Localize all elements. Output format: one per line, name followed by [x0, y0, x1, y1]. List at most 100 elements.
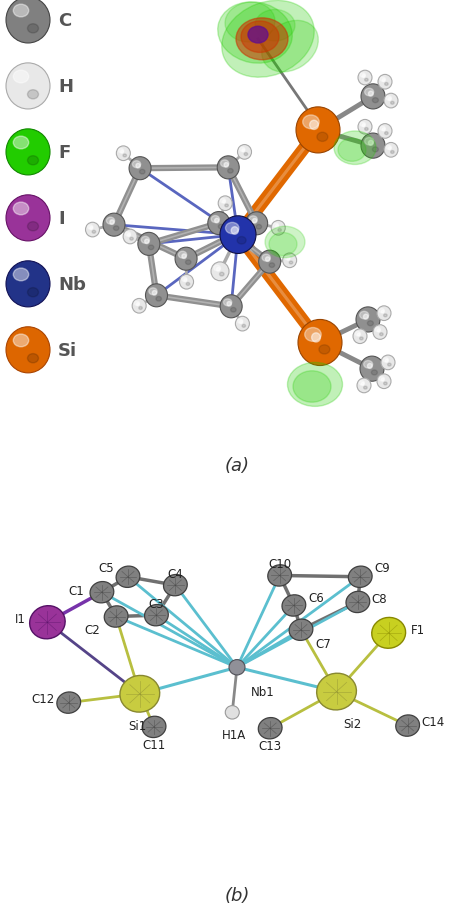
- Ellipse shape: [27, 289, 38, 298]
- Ellipse shape: [303, 116, 319, 130]
- Text: C6: C6: [308, 592, 324, 605]
- Circle shape: [311, 334, 320, 343]
- Ellipse shape: [360, 123, 365, 127]
- Ellipse shape: [293, 371, 331, 403]
- Ellipse shape: [13, 71, 29, 84]
- Circle shape: [110, 221, 114, 225]
- Ellipse shape: [228, 169, 233, 174]
- Ellipse shape: [27, 91, 38, 100]
- Circle shape: [364, 315, 368, 320]
- Circle shape: [388, 98, 391, 101]
- Text: (a): (a): [225, 457, 249, 475]
- Ellipse shape: [360, 312, 369, 320]
- Ellipse shape: [13, 268, 29, 281]
- Circle shape: [384, 143, 398, 158]
- Ellipse shape: [145, 605, 168, 626]
- Ellipse shape: [365, 138, 374, 146]
- Ellipse shape: [334, 131, 376, 165]
- Circle shape: [384, 94, 398, 108]
- Circle shape: [231, 228, 238, 235]
- Circle shape: [121, 151, 124, 153]
- Ellipse shape: [149, 289, 157, 295]
- Circle shape: [6, 130, 50, 176]
- Ellipse shape: [360, 337, 363, 341]
- Text: C14: C14: [422, 716, 445, 729]
- Circle shape: [287, 258, 290, 261]
- Circle shape: [265, 257, 270, 262]
- Circle shape: [240, 322, 243, 324]
- Ellipse shape: [90, 582, 114, 603]
- Ellipse shape: [269, 233, 297, 256]
- Circle shape: [377, 330, 380, 333]
- Circle shape: [362, 75, 365, 78]
- Circle shape: [383, 80, 385, 83]
- Ellipse shape: [141, 237, 149, 244]
- Ellipse shape: [317, 674, 356, 710]
- Ellipse shape: [139, 170, 145, 175]
- Circle shape: [128, 234, 130, 237]
- Ellipse shape: [391, 102, 394, 105]
- Circle shape: [357, 334, 360, 336]
- Ellipse shape: [214, 266, 220, 271]
- Ellipse shape: [268, 565, 292, 586]
- Circle shape: [358, 120, 372, 135]
- Ellipse shape: [92, 231, 96, 234]
- Circle shape: [184, 279, 187, 282]
- Circle shape: [218, 197, 232, 211]
- Ellipse shape: [265, 227, 305, 258]
- Ellipse shape: [278, 229, 282, 233]
- Ellipse shape: [241, 22, 279, 53]
- Circle shape: [275, 225, 278, 229]
- Ellipse shape: [249, 217, 257, 223]
- Circle shape: [242, 150, 245, 153]
- Ellipse shape: [375, 328, 380, 333]
- Ellipse shape: [185, 261, 191, 266]
- Ellipse shape: [134, 301, 139, 306]
- Ellipse shape: [57, 692, 81, 713]
- Ellipse shape: [262, 255, 270, 262]
- Ellipse shape: [365, 89, 374, 96]
- Text: H1A: H1A: [222, 728, 246, 741]
- Ellipse shape: [220, 161, 229, 167]
- Ellipse shape: [242, 325, 246, 328]
- Ellipse shape: [186, 283, 190, 286]
- Text: H: H: [58, 78, 73, 96]
- Circle shape: [217, 268, 220, 272]
- Circle shape: [367, 364, 372, 369]
- Circle shape: [383, 129, 385, 131]
- Circle shape: [123, 230, 137, 244]
- Ellipse shape: [258, 718, 282, 739]
- Ellipse shape: [88, 225, 93, 230]
- Circle shape: [220, 296, 242, 319]
- Text: C8: C8: [372, 592, 387, 605]
- Circle shape: [253, 220, 257, 224]
- Ellipse shape: [373, 148, 378, 153]
- Circle shape: [237, 145, 252, 160]
- Circle shape: [388, 148, 391, 151]
- Circle shape: [382, 379, 384, 381]
- Ellipse shape: [120, 675, 160, 712]
- Ellipse shape: [104, 607, 128, 628]
- Ellipse shape: [338, 139, 366, 162]
- Ellipse shape: [27, 156, 38, 165]
- Circle shape: [211, 263, 229, 281]
- Ellipse shape: [384, 132, 388, 135]
- Ellipse shape: [226, 223, 239, 234]
- Ellipse shape: [218, 225, 224, 230]
- Text: F1: F1: [410, 623, 425, 636]
- Circle shape: [224, 164, 228, 168]
- Ellipse shape: [360, 74, 365, 78]
- Ellipse shape: [113, 227, 119, 232]
- Circle shape: [6, 0, 50, 44]
- Circle shape: [138, 233, 160, 256]
- Ellipse shape: [125, 233, 130, 237]
- Ellipse shape: [386, 96, 392, 101]
- Circle shape: [229, 660, 245, 675]
- Circle shape: [6, 196, 50, 242]
- Circle shape: [116, 147, 130, 162]
- Text: C10: C10: [268, 558, 291, 571]
- Ellipse shape: [383, 358, 388, 363]
- Text: I1: I1: [15, 612, 26, 625]
- Circle shape: [360, 357, 384, 381]
- Circle shape: [361, 383, 364, 386]
